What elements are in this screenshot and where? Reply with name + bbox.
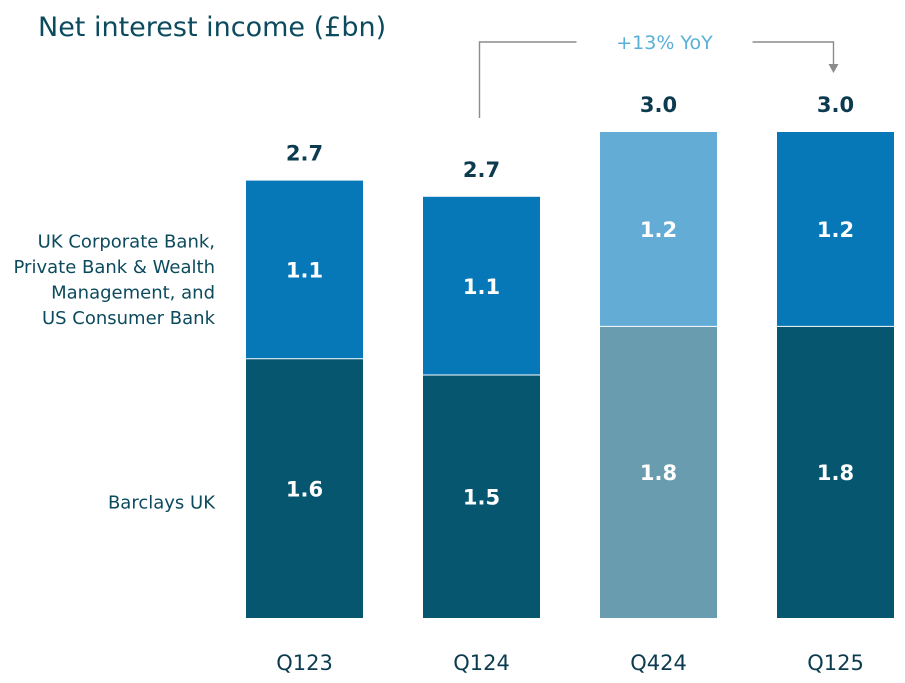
bar-q125-series-0 — [777, 326, 894, 618]
segment-value-label: 1.8 — [817, 461, 854, 485]
category-label-q124: Q124 — [453, 651, 510, 675]
total-label-q123: 2.7 — [286, 142, 323, 166]
total-label-q125: 3.0 — [817, 93, 854, 117]
total-label-q424: 3.0 — [640, 93, 677, 117]
yoy-annotation: +13% YoY — [478, 32, 839, 118]
segment-value-label: 1.8 — [640, 461, 677, 485]
legend-line: US Consumer Bank — [42, 308, 216, 329]
segment-value-label: 1.1 — [286, 259, 323, 283]
bar-q124-series-0 — [423, 375, 540, 618]
category-label-q125: Q125 — [807, 651, 864, 675]
segment-value-label: 1.5 — [463, 486, 500, 510]
legend: Barclays UK UK Corporate Bank, Private Ban… — [14, 231, 217, 513]
chart-title: Net interest income (£bn) — [38, 12, 386, 43]
yoy-connector-left — [478, 41, 577, 118]
total-label-q124: 2.7 — [463, 158, 500, 182]
bars: 1.6 1.1 1.5 1.1 1.8 1.2 1.8 1.2 — [246, 132, 894, 618]
legend-label-barclays-uk: Barclays UK — [108, 492, 216, 513]
legend-line: Private Bank & Wealth — [14, 257, 215, 278]
bar-q124-series-1 — [423, 196, 540, 375]
segment-value-label: 1.2 — [640, 218, 677, 242]
legend-line: UK Corporate Bank, — [38, 231, 215, 252]
category-labels: Q123 Q124 Q424 Q125 — [276, 651, 864, 675]
total-labels: 2.7 2.7 3.0 3.0 — [286, 93, 854, 182]
legend-label-corporate-bank: UK Corporate Bank, Private Bank & Wealth M… — [14, 231, 216, 329]
segment-value-label: 1.6 — [286, 477, 323, 501]
bar-q125-series-1 — [777, 132, 894, 327]
yoy-arrowhead — [828, 64, 839, 73]
segment-value-label: 1.2 — [817, 218, 854, 242]
bar-q123-series-1 — [246, 180, 363, 359]
category-label-q424: Q424 — [630, 651, 687, 675]
bar-q424-series-0 — [600, 326, 717, 618]
bar-q424-series-1 — [600, 132, 717, 327]
yoy-label: +13% YoY — [616, 32, 713, 54]
yoy-connector-right — [752, 41, 835, 65]
bar-q123-series-0 — [246, 358, 363, 618]
segment-value-label: 1.1 — [463, 275, 500, 299]
category-label-q123: Q123 — [276, 651, 333, 675]
legend-line: Management, and — [51, 282, 215, 303]
